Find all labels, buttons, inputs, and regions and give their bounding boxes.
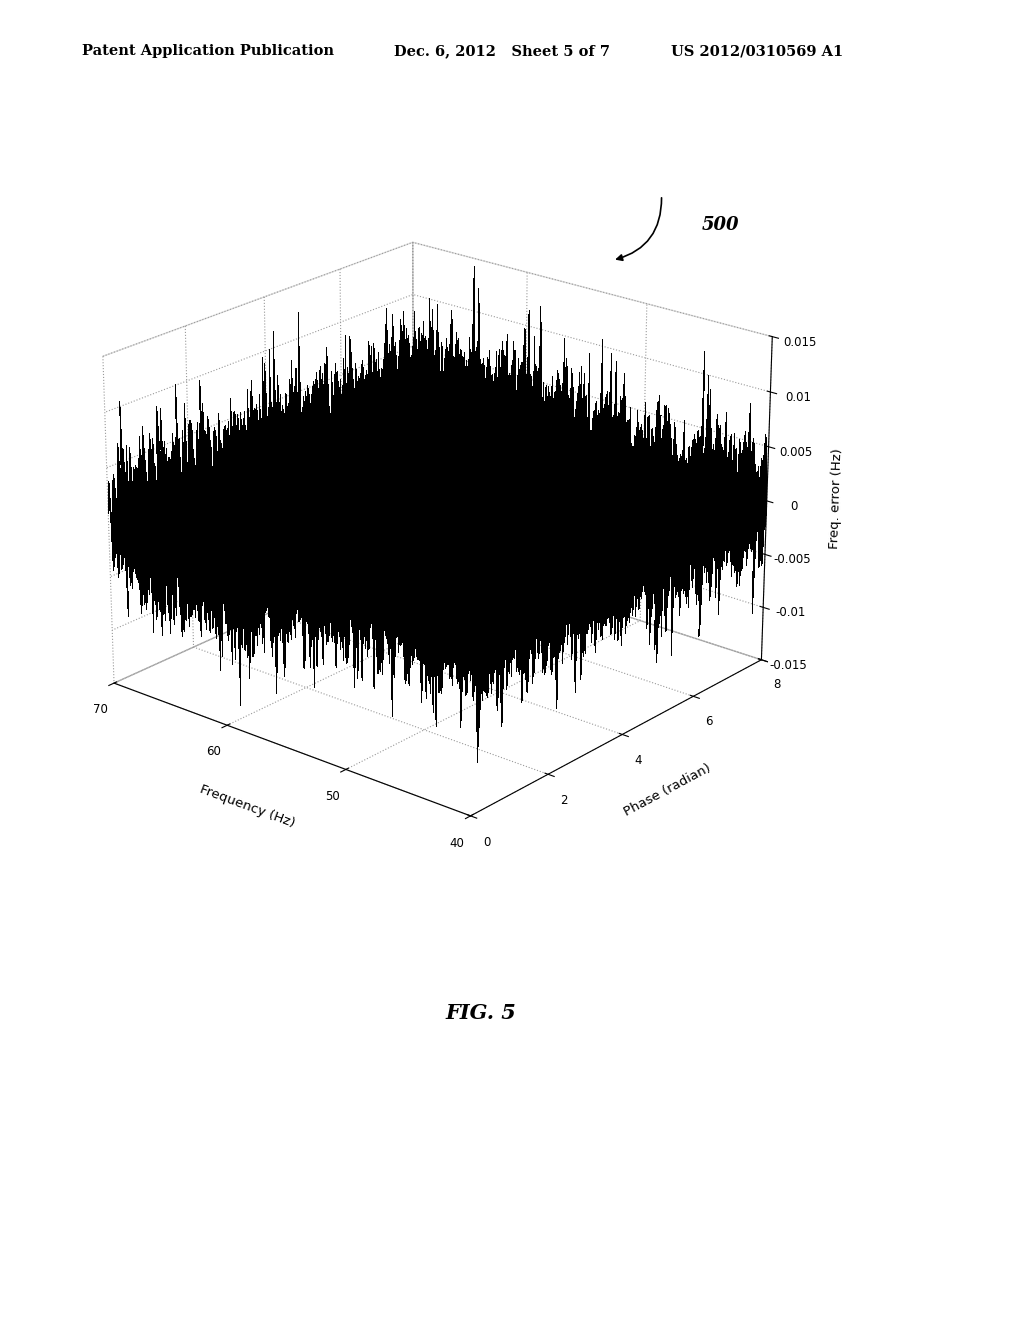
Text: US 2012/0310569 A1: US 2012/0310569 A1 bbox=[671, 45, 843, 58]
Text: Patent Application Publication: Patent Application Publication bbox=[82, 45, 334, 58]
Text: 500: 500 bbox=[701, 215, 739, 234]
X-axis label: Frequency (Hz): Frequency (Hz) bbox=[198, 783, 297, 830]
Y-axis label: Phase (radian): Phase (radian) bbox=[622, 762, 713, 818]
Text: FIG. 5: FIG. 5 bbox=[445, 1003, 517, 1023]
Text: Dec. 6, 2012   Sheet 5 of 7: Dec. 6, 2012 Sheet 5 of 7 bbox=[394, 45, 610, 58]
